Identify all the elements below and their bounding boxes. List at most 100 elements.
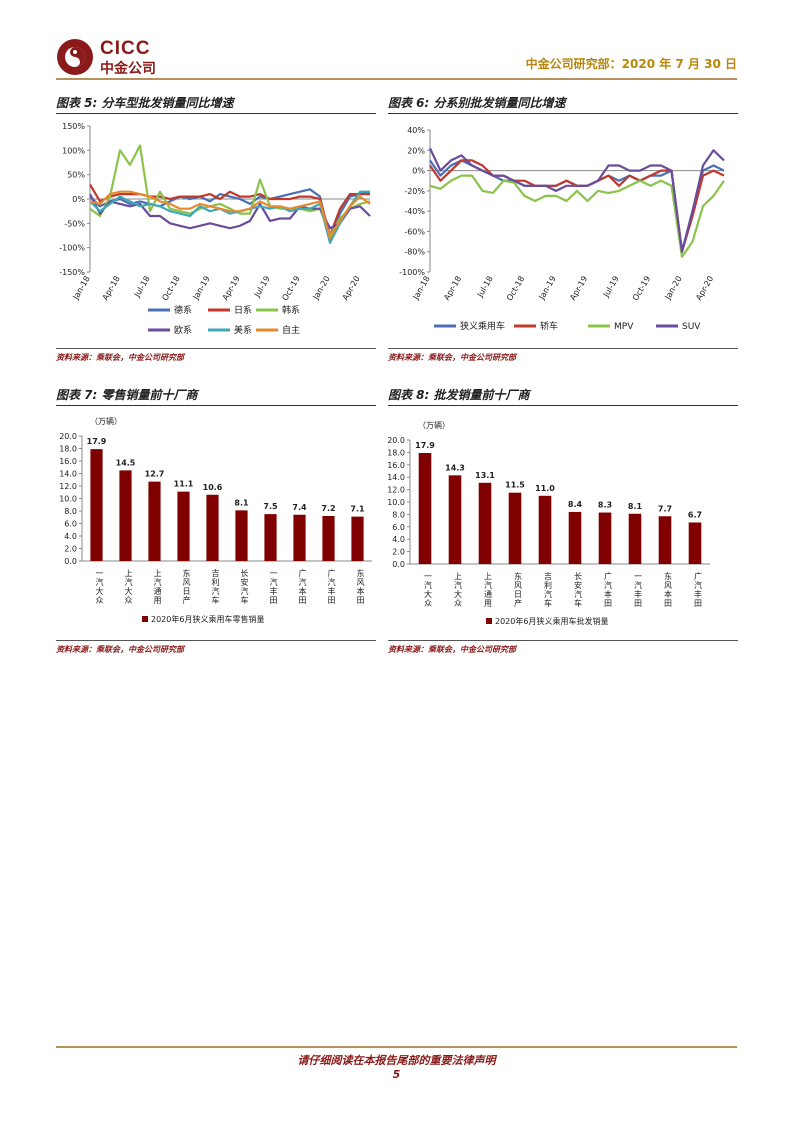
y-tick-label: 40% bbox=[407, 126, 425, 135]
y-tick-label: 50% bbox=[67, 171, 85, 180]
figure-8-bar-chart: （万辆） 20.0 18.0 16.0 14.0 12.0 10.0 8.0 6.0 4.0 2.0… bbox=[388, 408, 738, 638]
bar-value-label: 7.5 bbox=[263, 502, 278, 511]
bar-广汽丰田 bbox=[688, 522, 702, 564]
figure-7-bar-chart: （万辆） 20.0 18.0 16.0 14.0 12.0 10.0 8.0 6.0 4.0 2.0… bbox=[56, 408, 376, 638]
x-category-label: 长安汽车 bbox=[574, 571, 583, 608]
chart0-svg: 150% 100% 50% 0% -50% -100% -150%Jan-18 Apr-18 J… bbox=[59, 122, 371, 336]
y-tick-label: 0% bbox=[72, 195, 85, 204]
bar-value-label: 14.3 bbox=[445, 463, 465, 472]
legend-label: MPV bbox=[614, 322, 634, 332]
x-tick-label: Apr-19 bbox=[568, 275, 589, 302]
legend-label: 美系 bbox=[234, 324, 252, 336]
figure-5-source: 资料来源：乘联会，中金公司研究部 bbox=[56, 353, 184, 362]
figure-7-source: 资料来源：乘联会，中金公司研究部 bbox=[56, 645, 184, 654]
x-tick-label: Oct-19 bbox=[280, 275, 301, 303]
figure-7-source-rule bbox=[56, 640, 376, 641]
bar-东风日产 bbox=[508, 492, 522, 564]
figure-5-top-rule bbox=[56, 113, 376, 114]
x-tick-label: Jul-19 bbox=[601, 275, 621, 300]
y-tick-label: 0.0 bbox=[392, 560, 405, 569]
y-tick-label: 18.0 bbox=[388, 448, 405, 457]
y-tick-label: 14.0 bbox=[388, 473, 405, 482]
x-tick-label: Jul-18 bbox=[132, 275, 152, 300]
x-category-label: 上汽大众 bbox=[124, 569, 133, 605]
figure-8-source-rule bbox=[388, 640, 738, 641]
bar-value-label: 7.2 bbox=[321, 504, 335, 513]
bar-value-label: 11.0 bbox=[535, 484, 555, 493]
figure-5-source-rule bbox=[56, 348, 376, 349]
x-category-label: 长安汽车 bbox=[240, 568, 249, 605]
x-category-label: 吉利汽车 bbox=[211, 569, 220, 605]
bar-长安汽车 bbox=[568, 511, 582, 564]
bar-value-label: 12.7 bbox=[145, 470, 165, 479]
y-tick-label: 20.0 bbox=[59, 432, 77, 441]
y-tick-label: -80% bbox=[404, 248, 425, 257]
chart1-svg: 40% 20% 0% -20% -40% -60% -80% -100%Jan-18 Apr-1… bbox=[399, 126, 725, 332]
bar-一汽丰田 bbox=[264, 514, 277, 561]
y-tick-label: -60% bbox=[404, 227, 425, 236]
bar-长安汽车 bbox=[235, 510, 248, 561]
legend-label: 欧系 bbox=[174, 324, 192, 336]
chart2-svg: （万辆） 20.0 18.0 16.0 14.0 12.0 10.0 8.0 6.0 4.0 2.0… bbox=[59, 416, 372, 624]
figure-5-line-chart: 150% 100% 50% 0% -50% -100% -150% Jan-18 Apr-18 J… bbox=[56, 116, 376, 346]
bar-一汽大众 bbox=[418, 453, 432, 564]
page-number: 5 bbox=[392, 1068, 401, 1081]
report-date-header: 中金公司研究部：2020 年 7 月 30 日 bbox=[525, 57, 737, 71]
x-tick-label: Jul-19 bbox=[252, 275, 272, 300]
bar-value-label: 8.1 bbox=[234, 498, 249, 507]
footer-rule bbox=[56, 1046, 737, 1048]
logo-text-cn: 中金公司 bbox=[100, 61, 156, 77]
y-tick-label: 2.0 bbox=[64, 545, 77, 554]
legend-label: 狭义乘用车 bbox=[460, 320, 505, 332]
legend-label: 2020年6月狭义乘用车批发销量 bbox=[495, 616, 608, 626]
y-tick-label: 10.0 bbox=[388, 498, 405, 507]
y-tick-label: 150% bbox=[62, 122, 85, 131]
bar-广汽本田 bbox=[598, 512, 612, 564]
x-tick-label: Jan-18 bbox=[411, 275, 432, 302]
bar-value-label: 6.7 bbox=[688, 510, 702, 519]
footer-disclaimer: 请仔细阅读在本报告尾部的重要法律声明 bbox=[297, 1054, 496, 1067]
series-line-SUV bbox=[429, 147, 725, 253]
legend-label: 韩系 bbox=[282, 304, 300, 316]
legend-label: SUV bbox=[682, 322, 701, 332]
legend-swatch bbox=[142, 616, 148, 622]
legend-label: 自主 bbox=[282, 324, 300, 336]
figure-6-title: 图表 6: 分系别批发销量同比增速 bbox=[388, 96, 566, 110]
series-line-自主 bbox=[89, 190, 371, 240]
x-category-label: 东风日产 bbox=[182, 568, 191, 605]
y-tick-label: 12.0 bbox=[388, 486, 405, 495]
x-category-label: 一汽丰田 bbox=[634, 572, 643, 608]
y-tick-label: 14.0 bbox=[59, 470, 77, 479]
x-category-label: 上汽大众 bbox=[454, 572, 463, 608]
cicc-logo-icon bbox=[57, 39, 93, 75]
chart3-svg: （万辆） 20.0 18.0 16.0 14.0 12.0 10.0 8.0 6.0 4.0 2.0… bbox=[388, 420, 710, 626]
x-tick-label: Apr-18 bbox=[442, 275, 463, 302]
y-tick-label: 2.0 bbox=[392, 548, 405, 557]
y-tick-label: 4.0 bbox=[392, 535, 405, 544]
x-tick-label: Apr-20 bbox=[341, 275, 362, 302]
figure-6-source: 资料来源：乘联会，中金公司研究部 bbox=[388, 353, 516, 362]
bar-吉利汽车 bbox=[206, 494, 219, 561]
y-tick-label: 8.0 bbox=[392, 510, 405, 519]
legend-swatch bbox=[486, 618, 492, 624]
bar-上汽通用 bbox=[478, 482, 492, 564]
legend-label: 德系 bbox=[174, 304, 192, 316]
y-tick-label: 4.0 bbox=[64, 532, 77, 541]
x-tick-label: Jul-18 bbox=[475, 275, 495, 300]
figure-6-line-chart: 40% 20% 0% -20% -40% -60% -80% -100% Jan-18 Apr-1… bbox=[388, 116, 738, 346]
bar-广汽本田 bbox=[293, 514, 306, 561]
bar-上汽大众 bbox=[448, 475, 462, 564]
series-line-MPV bbox=[429, 174, 725, 258]
x-category-label: 东风日产 bbox=[514, 571, 523, 608]
x-tick-label: Jan-19 bbox=[191, 275, 212, 302]
figure-5-title: 图表 5: 分车型批发销量同比增速 bbox=[56, 96, 234, 110]
bar-value-label: 8.3 bbox=[598, 501, 612, 510]
x-tick-label: Jan-18 bbox=[71, 275, 92, 302]
y-tick-label: -100% bbox=[59, 244, 85, 253]
cicc-logo: CICC 中金公司 bbox=[56, 36, 176, 80]
bar-东风日产 bbox=[177, 491, 190, 561]
legend-label: 日系 bbox=[234, 305, 252, 316]
y-tick-label: 8.0 bbox=[64, 507, 77, 516]
x-tick-label: Oct-19 bbox=[631, 275, 652, 303]
